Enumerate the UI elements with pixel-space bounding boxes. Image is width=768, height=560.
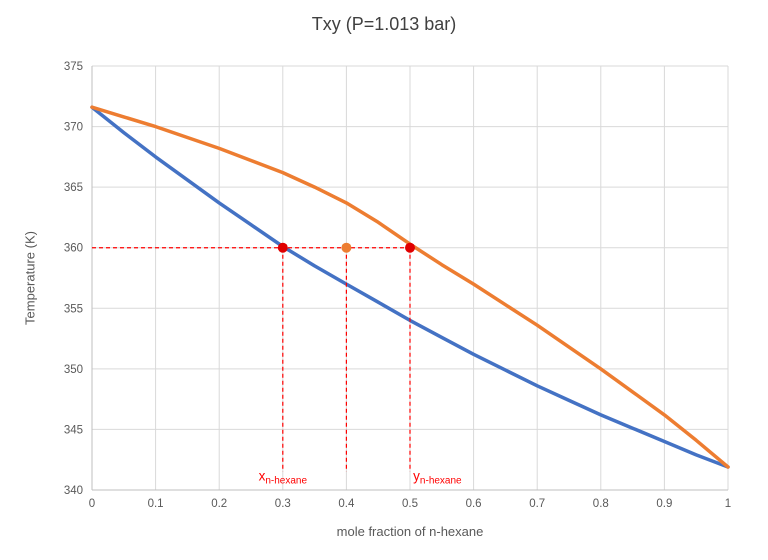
y-n-hexane-label: yn-hexane bbox=[413, 468, 462, 486]
x-tick-label: 0.7 bbox=[529, 498, 545, 510]
y-tick-label: 340 bbox=[64, 485, 83, 497]
y-tick-label: 370 bbox=[64, 122, 83, 134]
y-tick-label: 345 bbox=[64, 424, 83, 436]
y-tick-label: 355 bbox=[64, 303, 83, 315]
y-tick-label: 360 bbox=[64, 243, 83, 255]
x-tick-label: 0.5 bbox=[402, 498, 418, 510]
liquid-composition-point bbox=[277, 242, 288, 253]
x-tick-label: 0.4 bbox=[338, 498, 355, 510]
y-tick-label: 375 bbox=[64, 61, 83, 73]
x-tick-label: 0.8 bbox=[593, 498, 609, 510]
x-n-hexane-label: xn-hexane bbox=[259, 468, 308, 486]
x-tick-label: 0.9 bbox=[656, 498, 672, 510]
x-tick-label: 1 bbox=[725, 498, 731, 510]
x-tick-label: 0.1 bbox=[148, 498, 164, 510]
y-tick-label: 350 bbox=[64, 364, 83, 376]
chart-title: Txy (P=1.013 bar) bbox=[311, 14, 457, 34]
x-tick-label: 0.2 bbox=[211, 498, 227, 510]
x-tick-label: 0 bbox=[89, 498, 95, 510]
x-tick-label: 0.6 bbox=[466, 498, 482, 510]
vapor-composition-point bbox=[405, 242, 415, 253]
x-axis-title: mole fraction of n-hexane bbox=[336, 524, 484, 539]
x-tick-label: 0.3 bbox=[275, 498, 291, 510]
y-tick-label: 365 bbox=[64, 182, 83, 194]
feed-composition-point bbox=[341, 242, 352, 253]
